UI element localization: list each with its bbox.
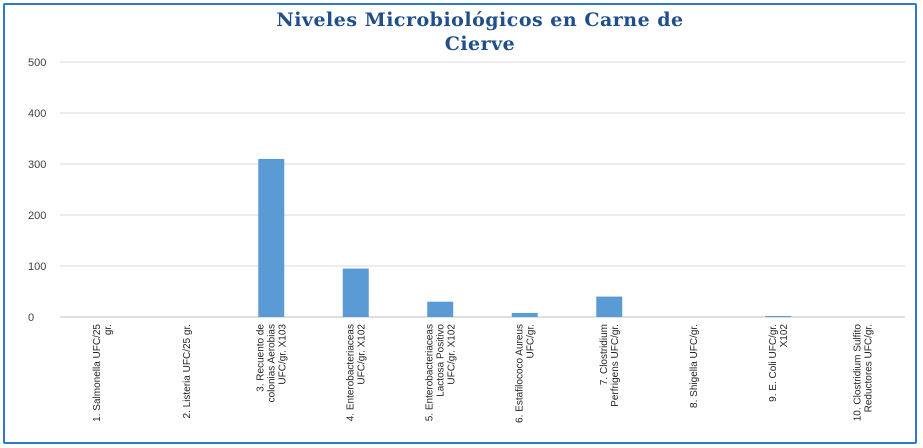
chart-title: Niveles Microbiológicos en Carne de Cier… [276, 9, 684, 55]
bar [765, 315, 792, 317]
y-tick-label: 300 [28, 159, 46, 171]
x-category-label: 5. EnterobacteriaceasLactosa PositivoUFC… [424, 324, 457, 422]
chart-frame [3, 3, 917, 444]
bars [258, 158, 792, 317]
gridlines [60, 61, 905, 318]
y-axis-tick-labels: 0 100 200 300 400 500 [28, 57, 46, 324]
bar [596, 296, 623, 317]
x-category-label: 6. Estafilococo AureusUFC/gr. [514, 324, 536, 423]
x-category-label: 10. Clostridium SulfitoReductores UFC/gr… [852, 324, 874, 422]
x-category-label: 3. Recuento decolonias AerobiasUFC/gr. X… [255, 324, 288, 403]
y-tick-label: 400 [28, 108, 46, 120]
x-category-label: 4. EnterobacteriaceasUFC/gr. X102 [345, 324, 367, 422]
x-axis-category-labels: 1. Salmonella UFC/25gr. 2. Listeria UFC/2… [92, 324, 875, 423]
bar [342, 268, 369, 317]
x-category-label: 7. ClostridiumPerfrigens UFC/gr. [599, 324, 621, 407]
bar [258, 158, 285, 317]
y-tick-label: 100 [28, 261, 46, 273]
x-category-label: 2. Listeria UFC/25 gr. [182, 324, 193, 418]
bar [427, 301, 454, 317]
y-tick-label: 200 [28, 210, 46, 222]
x-category-label: 9. E. Coli UFC/gr.X102 [768, 324, 790, 402]
y-tick-label: 0 [28, 312, 34, 324]
x-category-label: 1. Salmonella UFC/25gr. [92, 324, 114, 422]
y-tick-label: 500 [28, 57, 46, 69]
bar [511, 312, 538, 317]
x-category-label: 8. Shigella UFC/gr. [689, 324, 700, 408]
